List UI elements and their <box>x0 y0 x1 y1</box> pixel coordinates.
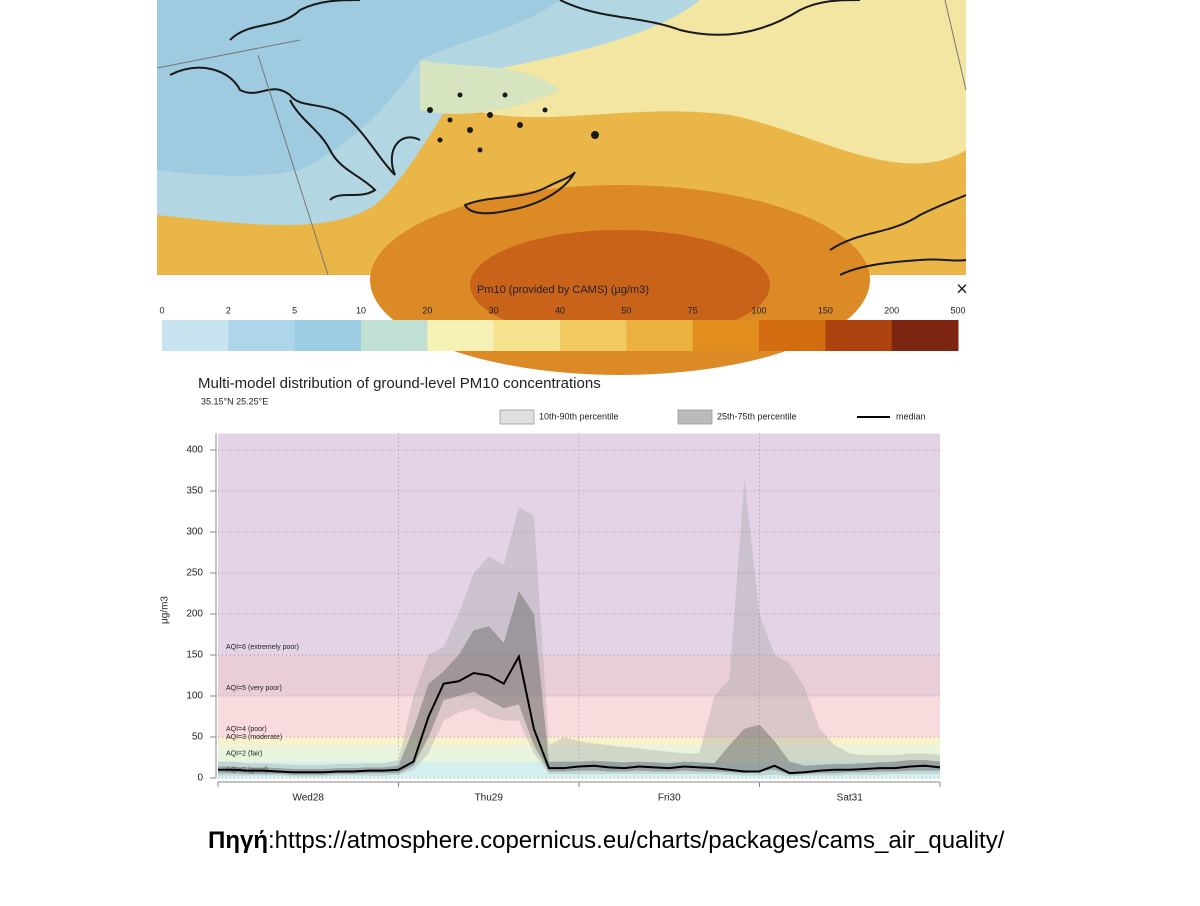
percentile-band <box>218 591 940 775</box>
aqi-band <box>218 745 940 762</box>
y-tick-label: 50 <box>192 732 204 743</box>
map <box>156 0 967 375</box>
aqi-label: AQI=3 (moderate) <box>226 734 282 741</box>
y-axis-label: μg/m3 <box>160 596 171 624</box>
close-button[interactable]: × <box>956 278 968 300</box>
colorbar-tick-label: 150 <box>818 305 833 315</box>
colorbar-cell <box>891 320 959 351</box>
coastline <box>169 0 967 276</box>
x-tick-label: Wed28 <box>292 793 324 804</box>
x-tick-label: Fri30 <box>658 793 681 804</box>
colorbar-cell <box>560 320 627 351</box>
legend-label: 25th-75th percentile <box>717 411 797 421</box>
legend-label: 10th-90th percentile <box>539 411 619 421</box>
source: Πηγή:https://atmosphere.copernicus.eu/ch… <box>208 822 1088 859</box>
source-separator: : <box>268 827 275 854</box>
legend-swatch <box>499 409 535 425</box>
chart-title: Multi-model distribution of ground-level… <box>198 375 601 392</box>
colorbar: 0 2 5 10 20 30 40 50 75 100 150 200 500 <box>159 305 966 351</box>
map-region <box>420 60 560 114</box>
colorbar-cell <box>493 320 561 351</box>
source-url[interactable]: https://atmosphere.copernicus.eu/charts/… <box>274 827 1005 854</box>
chart: AQI=1 (good)AQI=2 (fair)AQI=3 (moderate)… <box>186 409 941 804</box>
map-region <box>430 0 966 164</box>
colorbar-cell <box>162 320 229 351</box>
colorbar-tick-label: 40 <box>555 305 565 315</box>
map-region <box>157 0 560 176</box>
x-tick-label: Thu29 <box>475 793 504 804</box>
colorbar-cell <box>759 320 826 351</box>
y-tick-label: 150 <box>186 650 203 661</box>
colorbar-cell <box>228 320 296 351</box>
aqi-label: AQI=5 (very poor) <box>226 685 282 692</box>
map-region <box>470 230 770 340</box>
colorbar-cell <box>692 320 760 351</box>
aqi-band <box>218 737 940 746</box>
legend-label: median <box>896 411 926 421</box>
legend-swatch <box>677 409 713 425</box>
aqi-label: AQI=6 (extremely poor) <box>226 644 299 651</box>
map-graticule <box>156 0 967 276</box>
chart-subtitle: 35.15°N 25.25°E <box>201 396 268 406</box>
y-tick-label: 300 <box>186 527 203 538</box>
colorbar-title: Pm10 (provided by CAMS) (µg/m3) <box>477 284 649 296</box>
colorbar-tick-label: 100 <box>751 305 766 315</box>
colorbar-cell <box>294 320 362 351</box>
islands <box>427 92 599 153</box>
y-tick-label: 250 <box>186 568 203 579</box>
colorbar-tick-label: 5 <box>292 305 297 315</box>
colorbar-cell <box>825 320 893 351</box>
colorbar-cell <box>626 320 694 351</box>
percentile-band <box>218 478 940 777</box>
colorbar-tick-label: 75 <box>688 305 698 315</box>
colorbar-tick-label: 50 <box>621 305 631 315</box>
colorbar-tick-label: 2 <box>226 305 231 315</box>
colorbar-cell <box>427 320 495 351</box>
colorbar-cell <box>361 320 428 351</box>
colorbar-tick-label: 20 <box>422 305 432 315</box>
colorbar-tick-label: 500 <box>950 305 965 315</box>
colorbar-tick-label: 10 <box>356 305 366 315</box>
y-tick-label: 0 <box>197 773 203 784</box>
y-tick-label: 100 <box>186 691 203 702</box>
aqi-label: AQI=2 (fair) <box>226 750 262 757</box>
median-line <box>218 653 941 775</box>
colorbar-tick-label: 0 <box>159 305 164 315</box>
aqi-label: AQI=4 (poor) <box>226 726 267 733</box>
y-tick-label: 200 <box>186 609 203 620</box>
y-tick-label: 400 <box>186 445 203 456</box>
y-tick-label: 350 <box>186 486 203 497</box>
source-label: Πηγή <box>208 827 268 854</box>
x-tick-label: Sat31 <box>837 793 864 804</box>
colorbar-tick-label: 30 <box>489 305 499 315</box>
colorbar-tick-label: 200 <box>884 305 899 315</box>
